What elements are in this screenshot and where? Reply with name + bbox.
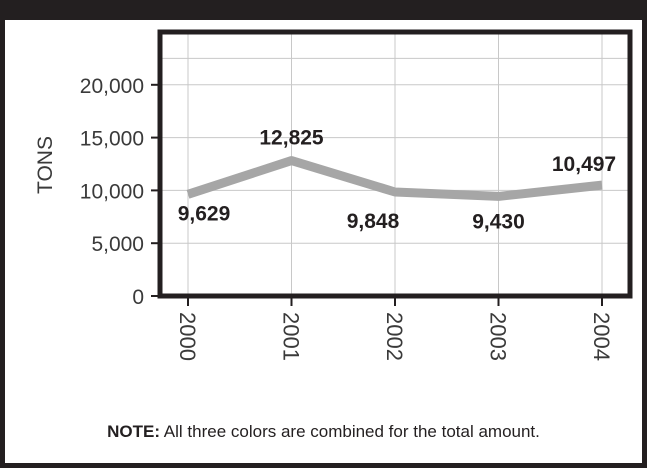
- y-axis-ticks: 0 5,000 10,000 15,000 20,000: [80, 75, 160, 309]
- y-tick-label: 0: [132, 286, 144, 309]
- note-label: NOTE:: [107, 422, 160, 441]
- header-bar: [0, 0, 647, 20]
- data-label: 9,848: [347, 210, 400, 233]
- x-tick-label: 2004: [589, 312, 614, 361]
- data-label: 9,430: [472, 210, 525, 233]
- y-axis-label: TONS: [34, 136, 57, 194]
- x-tick-label: 2003: [486, 312, 511, 361]
- data-label: 10,497: [552, 153, 616, 176]
- data-series: [186, 156, 603, 201]
- y-tick-label: 15,000: [80, 128, 144, 151]
- data-labels: 9,629 12,825 9,848 9,430 10,497: [178, 127, 616, 234]
- x-axis-ticks: 2000 2001 2002 2003 2004: [175, 296, 614, 361]
- series-line: [186, 156, 603, 201]
- data-label: 9,629: [178, 202, 231, 225]
- y-tick-label: 10,000: [80, 180, 144, 203]
- data-label: 12,825: [259, 127, 324, 150]
- x-tick-label: 2000: [175, 312, 200, 361]
- x-tick-label: 2002: [382, 312, 407, 361]
- x-tick-label: 2001: [279, 312, 304, 361]
- y-tick-label: 20,000: [80, 75, 144, 98]
- y-tick-label: 5,000: [91, 233, 144, 256]
- note-text: All three colors are combined for the to…: [163, 422, 540, 441]
- chart-note: NOTE: All three colors are combined for …: [0, 422, 647, 442]
